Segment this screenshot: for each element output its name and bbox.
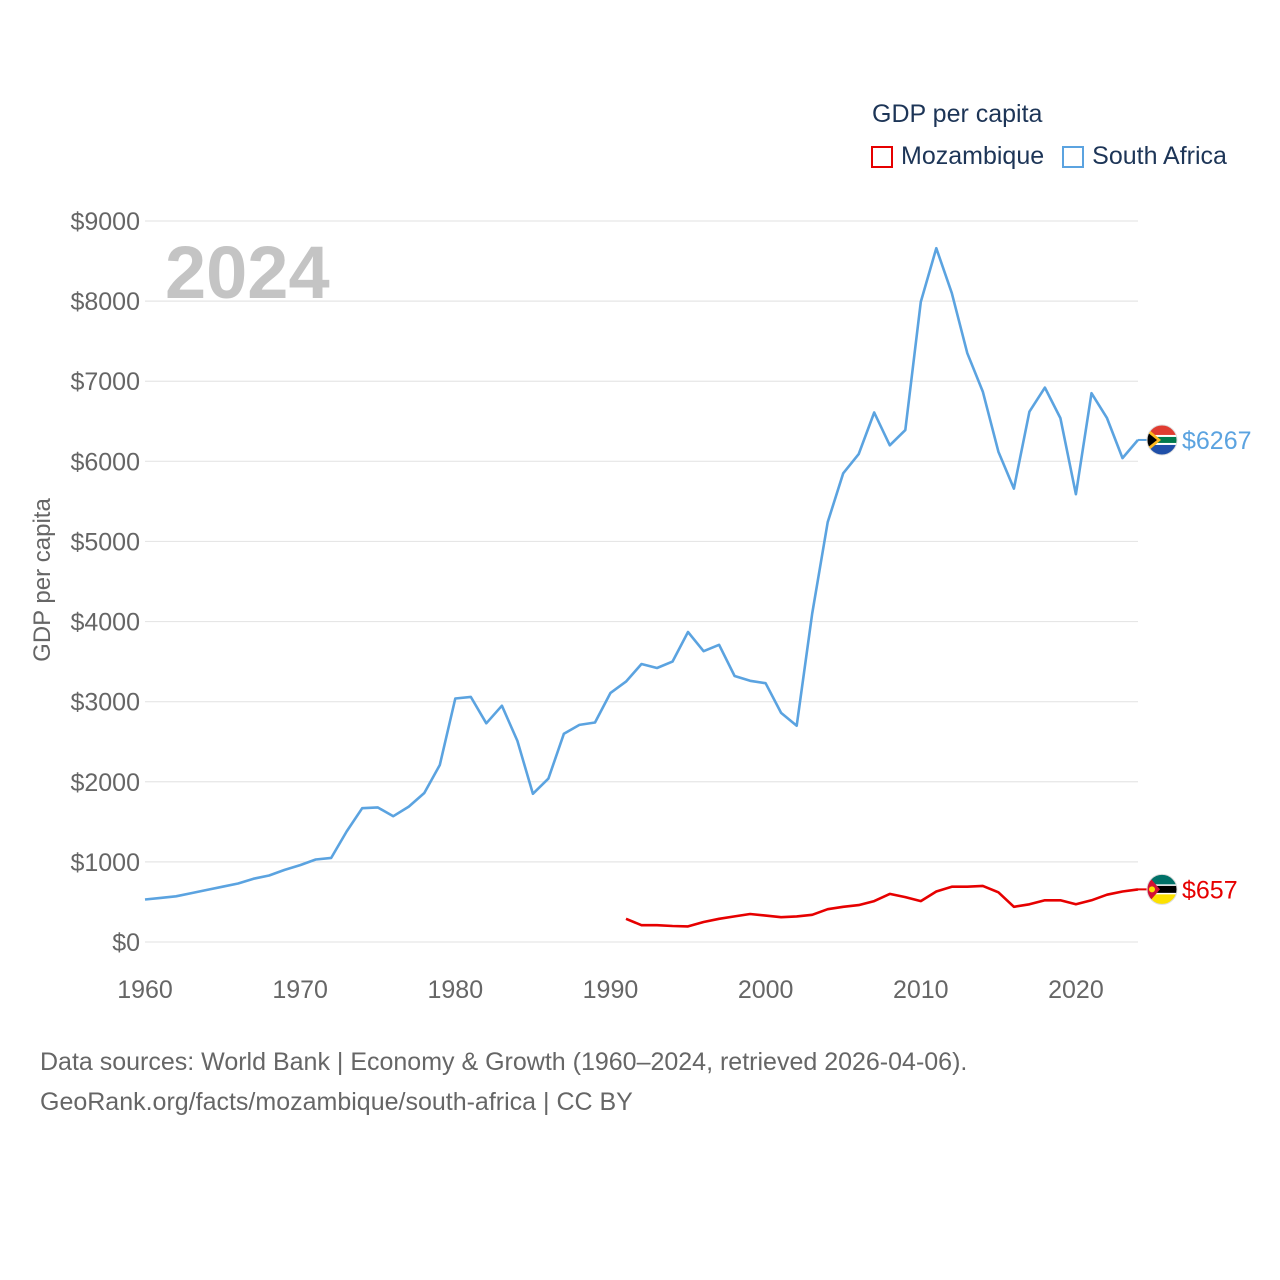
legend-swatch-south-africa: [1062, 145, 1085, 168]
end-label-mozambique: $657: [1182, 876, 1238, 904]
x-axis-ticks: 1960 1970 1980 1990 2000 2010 2020: [117, 976, 1104, 1004]
legend-title: GDP per capita: [872, 100, 1043, 128]
y-axis-label: GDP per capita: [29, 498, 56, 662]
legend-item-south-africa[interactable]: South Africa: [1062, 142, 1227, 171]
series-line-mozambique: [625, 884, 1139, 928]
flag-south-africa-icon: [1146, 424, 1178, 456]
source-line-2[interactable]: GeoRank.org/facts/mozambique/south-afric…: [40, 1088, 633, 1116]
legend-swatch-mozambique: [871, 145, 893, 168]
y-tick-label-3000: $3000: [70, 689, 140, 717]
year-watermark: 2024: [165, 231, 330, 314]
source-note: Data sources: World Bank | Economy & Gro…: [40, 1042, 967, 1122]
x-tick-label-1970: 1970: [272, 976, 328, 1004]
series-lines: [144, 246, 1139, 928]
legend-item-mozambique[interactable]: Mozambique: [871, 142, 1044, 171]
y-tick-label-0: $0: [112, 929, 140, 957]
end-label-south-africa: $6267: [1182, 427, 1252, 455]
gridlines: [145, 220, 1138, 943]
y-tick-label-6000: $6000: [70, 448, 140, 476]
x-tick-label-1980: 1980: [428, 976, 484, 1004]
y-tick-label-1000: $1000: [70, 849, 140, 877]
legend-label-south-africa: South Africa: [1092, 142, 1227, 170]
y-axis-ticks: $0 $1000 $2000 $3000 $4000 $5000 $6000 $7000 $80…: [70, 208, 140, 957]
y-tick-label-8000: $8000: [70, 288, 140, 316]
x-tick-label-1960: 1960: [117, 976, 173, 1004]
end-markers: $6267 $657: [1138, 424, 1252, 905]
y-tick-label-7000: $7000: [70, 368, 140, 396]
y-tick-label-5000: $5000: [70, 528, 140, 556]
x-tick-label-2000: 2000: [738, 976, 794, 1004]
series-line-south-africa: [144, 246, 1139, 901]
y-tick-label-9000: $9000: [70, 208, 140, 236]
x-tick-label-2020: 2020: [1048, 976, 1104, 1004]
source-line-1: Data sources: World Bank | Economy & Gro…: [40, 1048, 968, 1076]
legend: Mozambique South Africa: [871, 142, 1245, 171]
legend-label-mozambique: Mozambique: [901, 142, 1045, 170]
y-tick-label-4000: $4000: [70, 609, 140, 637]
x-tick-label-1990: 1990: [583, 976, 639, 1004]
flag-mozambique-icon: [1146, 873, 1178, 905]
y-tick-label-2000: $2000: [70, 769, 140, 797]
x-tick-label-2010: 2010: [893, 976, 949, 1004]
